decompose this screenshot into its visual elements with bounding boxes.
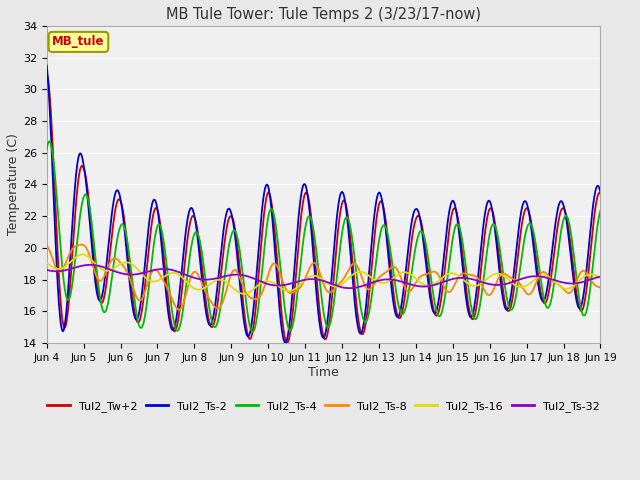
Title: MB Tule Tower: Tule Temps 2 (3/23/17-now): MB Tule Tower: Tule Temps 2 (3/23/17-now…	[166, 7, 481, 22]
Text: MB_tule: MB_tule	[52, 36, 105, 48]
Legend: Tul2_Tw+2, Tul2_Ts-2, Tul2_Ts-4, Tul2_Ts-8, Tul2_Ts-16, Tul2_Ts-32: Tul2_Tw+2, Tul2_Ts-2, Tul2_Ts-4, Tul2_Ts…	[43, 397, 604, 417]
X-axis label: Time: Time	[308, 365, 339, 379]
Y-axis label: Temperature (C): Temperature (C)	[7, 133, 20, 235]
